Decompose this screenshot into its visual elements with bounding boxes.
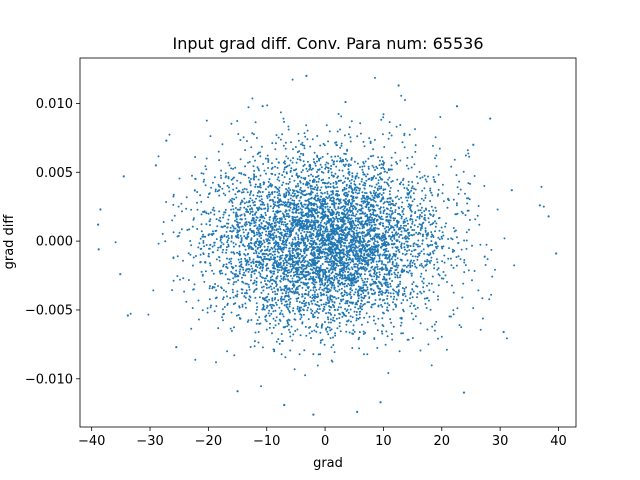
scatter-point [555,252,558,255]
scatter-point [175,346,178,349]
scatter-point [99,208,102,211]
x-tick-label: −30 [136,434,163,449]
x-tick-label: 20 [434,434,451,449]
scatter-point [312,413,315,416]
scatter-point [356,410,359,413]
scatter-point [97,248,100,251]
x-tick-label: −20 [195,434,222,449]
scatter-point [538,204,541,207]
scatter-point [489,117,492,120]
y-tick-label: −0.005 [25,303,73,318]
scatter-point [305,74,308,77]
scatter-point [510,189,513,192]
x-tick-label: 10 [375,434,392,449]
scatter-point [236,390,239,393]
scatter-point [283,403,286,407]
x-tick-label: −10 [253,434,280,449]
chart-title: Input grad diff. Conv. Para num: 65536 [172,34,483,53]
scatter-point [165,139,168,142]
scatter-point [455,105,459,108]
scatter-point [502,330,505,334]
y-tick-label: 0.010 [36,97,73,112]
scatter-point-cloud [114,76,545,388]
y-tick-label: −0.010 [25,372,73,387]
x-tick-label: −40 [78,434,105,449]
scatter-point [472,143,475,146]
x-tick-label: 40 [550,434,567,449]
scatter-point [96,223,100,226]
scatter-point [547,215,550,218]
scatter-point [462,391,466,394]
scatter-points [96,74,558,416]
scatter-point [344,100,347,104]
scatter-point [397,84,400,87]
plot-frame [79,57,577,428]
x-axis: −40 −30 −20 −10 0 10 20 30 40 [78,427,567,449]
y-axis-label: grad diff [2,214,17,270]
scatter-point [119,273,122,276]
scatter-point [154,164,157,167]
x-tick-label: 30 [492,434,509,449]
x-tick-label: 0 [321,434,329,449]
scatter-point [122,175,125,178]
scatter-point [379,401,382,404]
scatter-point [261,105,264,108]
scatter-point [126,314,129,317]
y-axis: −0.010 −0.005 0.000 0.005 0.010 [25,97,80,387]
y-tick-label: 0.000 [36,235,73,250]
x-axis-label: grad [313,456,343,471]
y-tick-label: 0.005 [36,166,73,181]
